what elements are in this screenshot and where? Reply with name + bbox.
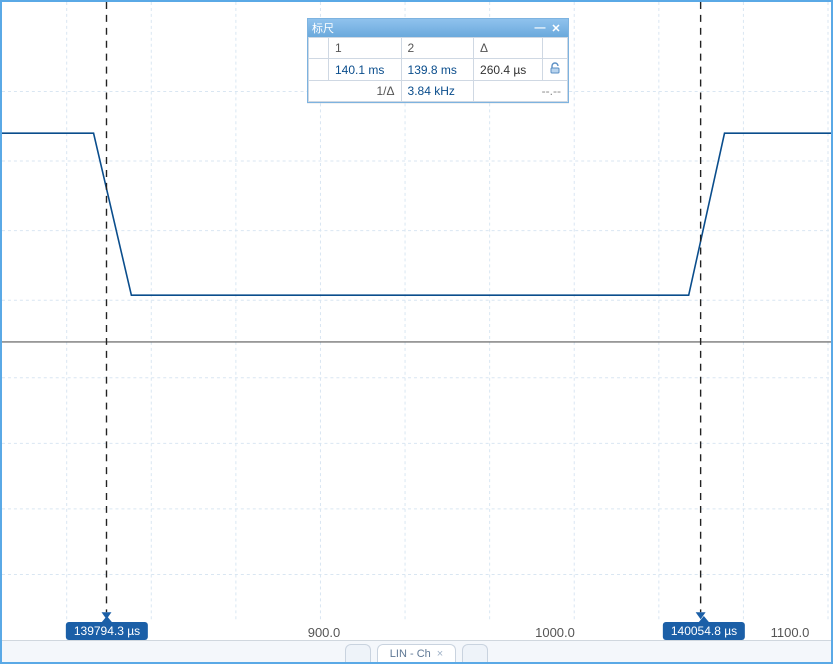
x-axis: 900.0 1000.0 1100.0 139794.3 µs 140054.8 µ… xyxy=(2,620,831,640)
tab-close-icon[interactable]: × xyxy=(437,648,443,660)
time-value-2: 139.8 ms xyxy=(401,59,474,81)
tab-label: LIN - Ch xyxy=(390,648,431,660)
tab-placeholder xyxy=(462,644,488,662)
waveform-trace xyxy=(2,133,831,295)
col-header-1: 1 xyxy=(329,38,402,59)
time-value-delta: 260.4 µs xyxy=(474,59,543,81)
ruler-panel-titlebar[interactable]: 标尺 — ✕ xyxy=(308,19,568,37)
ruler-panel[interactable]: 标尺 — ✕ 1 2 Δ 140.1 ms 139.8 ms 260.4 µs xyxy=(307,18,569,103)
ruler-panel-title: 标尺 xyxy=(312,20,532,36)
freq-extra: --.-- xyxy=(474,81,568,102)
cursor-2-tag[interactable]: 140054.8 µs xyxy=(663,622,745,640)
tab-placeholder xyxy=(345,644,371,662)
col-header-delta: Δ xyxy=(474,38,543,59)
tab-bar: LIN - Ch × xyxy=(2,640,831,662)
lock-icon[interactable] xyxy=(549,62,561,74)
time-value-1: 140.1 ms xyxy=(329,59,402,81)
minimize-button[interactable]: — xyxy=(532,22,548,34)
freq-value: 3.84 kHz xyxy=(401,81,474,102)
col-header-2: 2 xyxy=(401,38,474,59)
freq-label: 1/Δ xyxy=(309,81,402,102)
tab-lin-ch[interactable]: LIN - Ch × xyxy=(377,644,456,662)
ruler-table: 1 2 Δ 140.1 ms 139.8 ms 260.4 µs 1/Δ 3.8… xyxy=(308,37,568,102)
oscilloscope-view: 标尺 — ✕ 1 2 Δ 140.1 ms 139.8 ms 260.4 µs xyxy=(0,0,833,664)
close-button[interactable]: ✕ xyxy=(548,22,564,35)
cursor-1-tag[interactable]: 139794.3 µs xyxy=(66,622,148,640)
x-tick-label: 900.0 xyxy=(308,625,341,640)
x-tick-label: 1000.0 xyxy=(535,625,575,640)
x-tick-label: 1100.0 xyxy=(771,625,810,640)
